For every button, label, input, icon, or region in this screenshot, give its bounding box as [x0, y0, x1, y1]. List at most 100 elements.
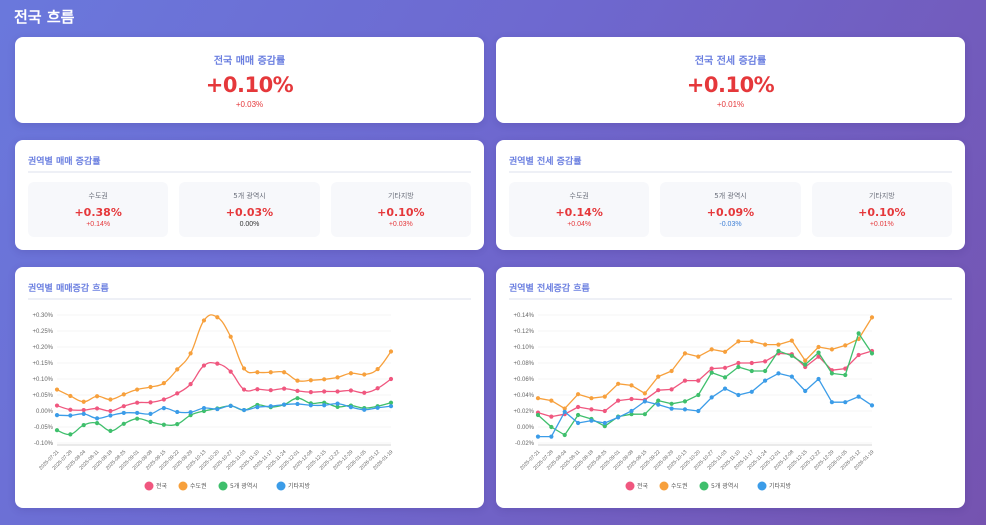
legend-item-other[interactable]: 기타지방	[757, 481, 792, 491]
data-point-national[interactable]: 전국 2025-12-22: 0.061%	[335, 389, 340, 394]
data-point-capital[interactable]: 수도권 2025-10-27: 0.097%	[709, 347, 714, 352]
data-point-capital[interactable]: 수도권 2025-09-29: 0.18%	[188, 351, 193, 356]
data-point-metro5[interactable]: 5개 광역시 2025-12-08: 0.089%	[789, 353, 794, 358]
data-point-other[interactable]: 기타지방 2025-09-01: -0.006%	[135, 410, 140, 416]
data-point-other[interactable]: 기타지방 2026-01-19: 0.015%	[388, 404, 394, 409]
data-point-other[interactable]: 기타지방 2025-09-08: -0.009%	[148, 411, 153, 416]
data-point-national[interactable]: 전국 2025-09-22: 0.055%	[175, 391, 180, 396]
data-point-capital[interactable]: 수도권 2025-07-28: 0.033%	[549, 398, 554, 403]
data-point-metro5[interactable]: 5개 광역시 2025-10-27: 0.068%	[709, 370, 714, 375]
data-point-metro5[interactable]: 5개 광역시 2025-07-28: -0.073%	[68, 432, 73, 437]
data-point-metro5[interactable]: 5개 광역시 2025-09-01: -0.024%	[135, 416, 140, 421]
data-point-capital[interactable]: 수도권 2025-08-11: 0.046%	[94, 394, 100, 399]
data-point-national[interactable]: 전국 2025-07-28: 0.004%	[68, 407, 73, 412]
data-point-other[interactable]: 기타지방 2025-08-11: 0.005%	[575, 420, 581, 426]
data-point-national[interactable]: 전국 2025-08-25: 0.02%	[602, 408, 607, 414]
data-point-other[interactable]: 기타지방 2025-07-21: -0.013%	[54, 413, 60, 418]
data-point-metro5[interactable]: 5개 광역시 2025-09-22: 0.033%	[656, 398, 661, 403]
data-point-capital[interactable]: 수도권 2025-12-22: 0.105%	[335, 375, 340, 380]
data-point-capital[interactable]: 수도권 2025-10-27: 0.232%	[228, 334, 233, 339]
data-point-metro5[interactable]: 5개 광역시 2025-10-13: 0.032%	[682, 399, 688, 404]
data-point-metro5[interactable]: 5개 광역시 2025-08-25: -0.04%	[121, 421, 126, 426]
data-point-other[interactable]: 기타지방 2025-12-15: 0.018%	[322, 403, 327, 408]
legend-item-capital[interactable]: 수도권	[178, 481, 207, 491]
data-point-capital[interactable]: 수도권 2025-08-04: 0.029%	[81, 399, 86, 404]
data-point-national[interactable]: 전국 2025-10-13: 0.142%	[201, 363, 207, 368]
data-point-other[interactable]: 기타지방 2026-01-12: 0.038%	[856, 394, 861, 399]
data-point-national[interactable]: 전국 2025-08-18: 0.022%	[589, 407, 594, 412]
data-point-capital[interactable]: 수도권 2025-12-22: 0.1%	[816, 344, 821, 350]
data-point-national[interactable]: 전국 2025-11-17: 0.08%	[749, 360, 754, 366]
data-point-other[interactable]: 기타지방 2025-09-08: 0.02%	[629, 408, 634, 414]
data-point-other[interactable]: 기타지방 2025-12-22: 0.023%	[335, 401, 340, 406]
data-point-capital[interactable]: 수도권 2025-08-18: 0.036%	[589, 396, 594, 401]
data-point-capital[interactable]: 수도권 2025-09-01: 0.067%	[135, 387, 140, 392]
data-point-national[interactable]: 전국 2025-09-29: 0.084%	[188, 382, 193, 387]
data-point-national[interactable]: 전국 2025-09-15: 0.036%	[161, 397, 166, 402]
data-point-metro5[interactable]: 5개 광역시 2025-09-29: -0.013%	[188, 413, 193, 418]
data-point-other[interactable]: 기타지방 2026-01-05: 0.031%	[843, 400, 848, 405]
data-point-capital[interactable]: 수도권 2025-10-20: 0.088%	[696, 354, 701, 359]
data-point-capital[interactable]: 수도권 2025-10-20: 0.293%	[215, 315, 220, 320]
data-point-national[interactable]: 전국 2026-01-19: 0.1%	[388, 376, 394, 382]
legend-item-national[interactable]: 전국	[144, 481, 168, 491]
data-point-capital[interactable]: 수도권 2025-08-25: 0.038%	[602, 394, 607, 399]
data-point-capital[interactable]: 수도권 2025-08-18: 0.036%	[108, 397, 113, 402]
data-point-other[interactable]: 기타지방 2025-07-21: -0.012%	[535, 434, 541, 439]
data-point-other[interactable]: 기타지방 2025-11-24: 0.02%	[282, 402, 287, 407]
data-point-national[interactable]: 전국 2025-10-27: 0.073%	[709, 366, 714, 371]
data-point-national[interactable]: 전국 2025-08-18: 0%	[108, 408, 113, 414]
data-point-capital[interactable]: 수도권 2025-11-24: 0.121%	[282, 370, 287, 375]
data-point-capital[interactable]: 수도권 2025-12-01: 0.103%	[776, 342, 781, 347]
data-point-capital[interactable]: 수도권 2025-10-13: 0.092%	[682, 351, 688, 356]
data-point-other[interactable]: 기타지방 2025-08-04: -0.009%	[81, 411, 86, 416]
data-point-national[interactable]: 전국 2026-01-12: 0.071%	[375, 386, 380, 391]
data-point-metro5[interactable]: 5개 광역시 2025-12-01: 0.04%	[295, 396, 300, 401]
data-point-metro5[interactable]: 5개 광역시 2025-10-20: 0.04%	[696, 392, 701, 398]
data-point-other[interactable]: 기타지방 2025-12-08: 0.063%	[789, 374, 794, 379]
data-point-national[interactable]: 전국 2025-11-10: 0.08%	[736, 360, 741, 366]
data-point-capital[interactable]: 수도권 2025-07-28: 0.047%	[68, 393, 73, 399]
data-point-other[interactable]: 기타지방 2025-09-15: 0.032%	[642, 399, 647, 404]
data-point-metro5[interactable]: 5개 광역시 2025-11-17: 0.07%	[749, 368, 754, 374]
legend-item-capital[interactable]: 수도권	[659, 481, 688, 491]
data-point-metro5[interactable]: 5개 광역시 2025-07-28: 0%	[549, 424, 554, 430]
data-point-capital[interactable]: 수도권 2025-09-15: 0.042%	[642, 391, 647, 396]
data-point-metro5[interactable]: 5개 광역시 2026-01-19: 0.026%	[388, 400, 394, 405]
data-point-national[interactable]: 전국 2025-11-17: 0.065%	[268, 388, 273, 393]
data-point-other[interactable]: 기타지방 2026-01-05: 0.004%	[362, 407, 367, 412]
data-point-other[interactable]: 기타지방 2025-12-15: 0.045%	[803, 388, 808, 394]
data-point-other[interactable]: 기타지방 2025-10-27: 0.037%	[709, 395, 714, 400]
data-point-capital[interactable]: 수도권 2025-10-13: 0.283%	[201, 318, 207, 323]
data-point-capital[interactable]: 수도권 2025-12-29: 0.118%	[348, 371, 354, 376]
data-point-capital[interactable]: 수도권 2025-11-17: 0.107%	[749, 339, 754, 344]
data-point-capital[interactable]: 수도권 2025-11-24: 0.103%	[763, 342, 768, 347]
data-point-metro5[interactable]: 5개 광역시 2025-12-22: 0.013%	[335, 404, 340, 409]
data-point-metro5[interactable]: 5개 광역시 2025-09-08: -0.034%	[148, 419, 153, 424]
data-point-national[interactable]: 전국 2025-11-03: 0.074%	[722, 365, 728, 370]
data-point-capital[interactable]: 수도권 2026-01-12: 0.131%	[375, 366, 380, 372]
data-point-metro5[interactable]: 5개 광역시 2025-09-29: 0.029%	[669, 401, 674, 406]
data-point-metro5[interactable]: 5개 광역시 2025-08-04: -0.044%	[81, 422, 86, 428]
data-point-national[interactable]: 전국 2025-07-28: 0.013%	[549, 414, 554, 419]
data-point-other[interactable]: 기타지방 2026-01-12: 0.01%	[375, 405, 380, 410]
data-point-other[interactable]: 기타지방 2025-08-25: -0.006%	[121, 410, 126, 416]
data-point-capital[interactable]: 수도권 2025-12-08: 0.108%	[789, 338, 794, 343]
data-point-other[interactable]: 기타지방 2025-07-28: -0.012%	[549, 434, 554, 439]
data-point-capital[interactable]: 수도권 2025-11-17: 0.121%	[268, 370, 273, 375]
data-point-national[interactable]: 전국 2025-09-01: 0.026%	[135, 400, 140, 405]
data-point-capital[interactable]: 수도권 2025-09-22: 0.063%	[656, 374, 661, 379]
data-point-national[interactable]: 전국 2026-01-12: 0.09%	[856, 352, 861, 358]
data-point-capital[interactable]: 수도권 2025-11-10: 0.107%	[736, 339, 741, 344]
data-point-other[interactable]: 기타지방 2025-10-13: 0.022%	[682, 407, 688, 412]
data-point-capital[interactable]: 수도권 2025-07-21: 0.036%	[535, 396, 541, 401]
data-point-capital[interactable]: 수도권 2025-12-15: 0.099%	[322, 377, 327, 382]
data-point-national[interactable]: 전국 2025-09-22: 0.046%	[656, 388, 661, 393]
data-point-capital[interactable]: 수도권 2025-08-25: 0.052%	[121, 392, 126, 397]
data-point-metro5[interactable]: 5개 광역시 2025-09-08: 0.016%	[629, 412, 634, 417]
data-point-other[interactable]: 기타지방 2025-08-04: 0.019%	[562, 409, 567, 414]
data-point-other[interactable]: 기타지방 2025-09-29: -0.004%	[188, 410, 193, 415]
data-point-national[interactable]: 전국 2025-11-24: 0.07%	[282, 386, 287, 391]
data-point-national[interactable]: 전국 2025-08-11: 0.008%	[94, 406, 100, 411]
data-point-metro5[interactable]: 5개 광역시 2025-12-01: 0.095%	[776, 348, 781, 354]
